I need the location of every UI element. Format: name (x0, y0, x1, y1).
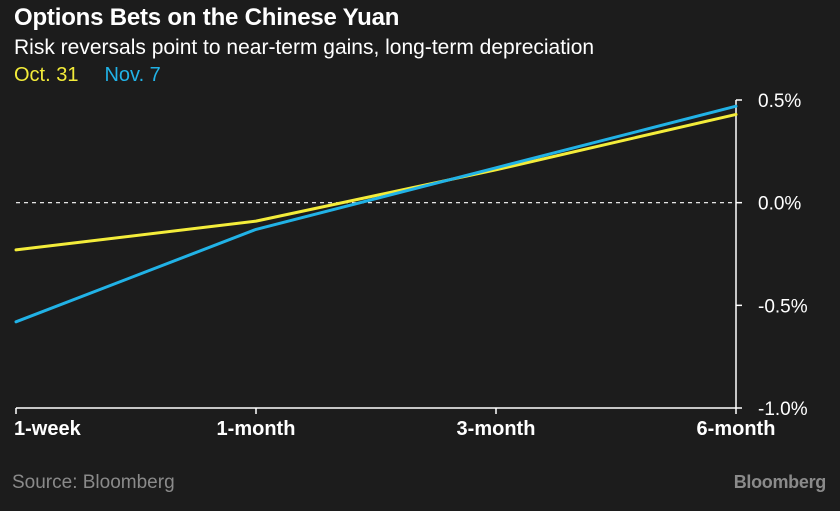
series-line-oct-31 (14, 112, 738, 252)
chart-subtitle: Risk reversals point to near-term gains,… (14, 36, 595, 59)
y-tick-label: -0.5% (758, 296, 808, 317)
x-tick-label: 1-month (217, 418, 296, 440)
chart-title: Options Bets on the Chinese Yuan (14, 4, 400, 31)
source-note: Source: Bloomberg (12, 472, 175, 493)
legend-entry-nov-7: Nov. 7 (104, 64, 161, 86)
y-tick-label: 0.0% (758, 194, 801, 215)
y-tick-label: -1.0% (758, 399, 808, 420)
y-tick-label: 0.5% (758, 91, 801, 112)
series-line-nov-7 (14, 104, 738, 324)
x-tick-label: 1-week (14, 418, 82, 440)
x-tick-label: 3-month (457, 418, 536, 440)
legend-entry-oct-31: Oct. 31 (14, 64, 79, 86)
legend: Oct. 31 Nov. 7 (14, 64, 161, 87)
x-tick-label: 6-month (697, 418, 776, 440)
bloomberg-logo: Bloomberg (733, 472, 827, 492)
